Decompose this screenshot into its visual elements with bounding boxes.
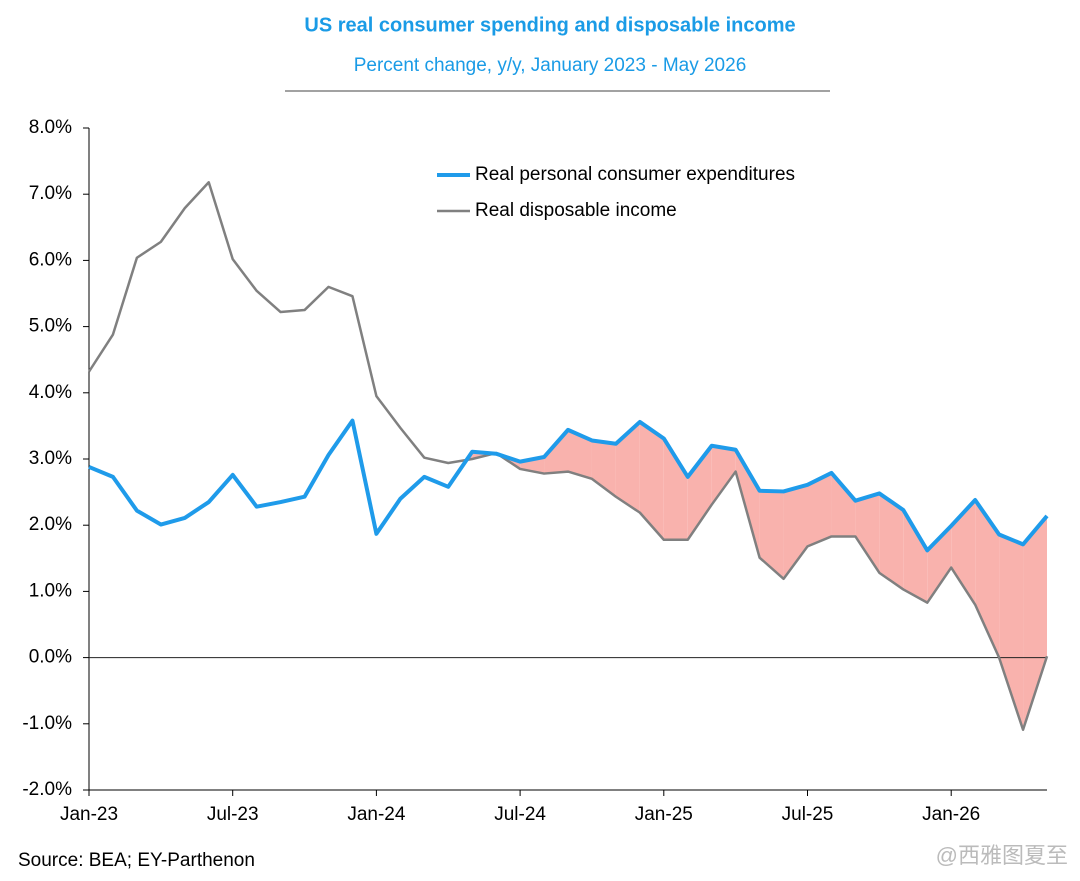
gap-area (544, 429, 568, 474)
y-tick-label: 6.0% (29, 249, 72, 270)
gap-area (855, 493, 880, 573)
watermark: @西雅图夏至 (936, 843, 1068, 868)
gap-area (807, 472, 832, 547)
gap-area (759, 490, 784, 579)
x-tick-label: Jan-25 (635, 804, 693, 825)
chart-subtitle: Percent change, y/y, January 2023 - May … (354, 55, 747, 76)
gap-area (903, 509, 928, 603)
legend-label: Real personal consumer expenditures (475, 164, 795, 185)
y-tick-label: 3.0% (29, 448, 72, 469)
series-line (87, 181, 1049, 732)
y-tick-label: -2.0% (22, 779, 72, 800)
chart-title: US real consumer spending and disposable… (304, 14, 795, 36)
series-line (88, 418, 1049, 553)
gap-area (663, 438, 688, 540)
gap-area (879, 493, 904, 590)
x-tick-label: Jul-24 (494, 804, 546, 825)
y-tick-label: 7.0% (29, 183, 72, 204)
y-tick-label: 4.0% (29, 382, 72, 403)
gap-area (711, 445, 736, 505)
gap-area (615, 421, 640, 513)
y-tick-label: 1.0% (29, 580, 72, 601)
gap-area (831, 472, 856, 537)
x-tick-label: Jan-24 (347, 804, 406, 825)
gap-area (735, 449, 760, 558)
y-tick-label: 0.0% (29, 647, 72, 668)
gap-area (568, 429, 592, 479)
gap-area (639, 421, 664, 540)
x-tick-label: Jan-26 (922, 804, 980, 825)
x-tick-label: Jul-25 (782, 804, 834, 825)
gap-area (999, 534, 1024, 730)
y-tick-label: 5.0% (29, 316, 72, 337)
gap-area (1023, 515, 1047, 730)
y-tick-label: 8.0% (29, 117, 72, 138)
y-tick-label: 2.0% (29, 514, 72, 535)
source-note: Source: BEA; EY-Parthenon (18, 850, 255, 871)
gap-area (951, 500, 976, 605)
gap-area (975, 500, 1000, 658)
x-tick-label: Jan-23 (60, 804, 118, 825)
gap-area (783, 484, 808, 579)
x-tick-label: Jul-23 (207, 804, 259, 825)
legend-label: Real disposable income (475, 200, 677, 221)
y-tick-label: -1.0% (22, 713, 72, 734)
